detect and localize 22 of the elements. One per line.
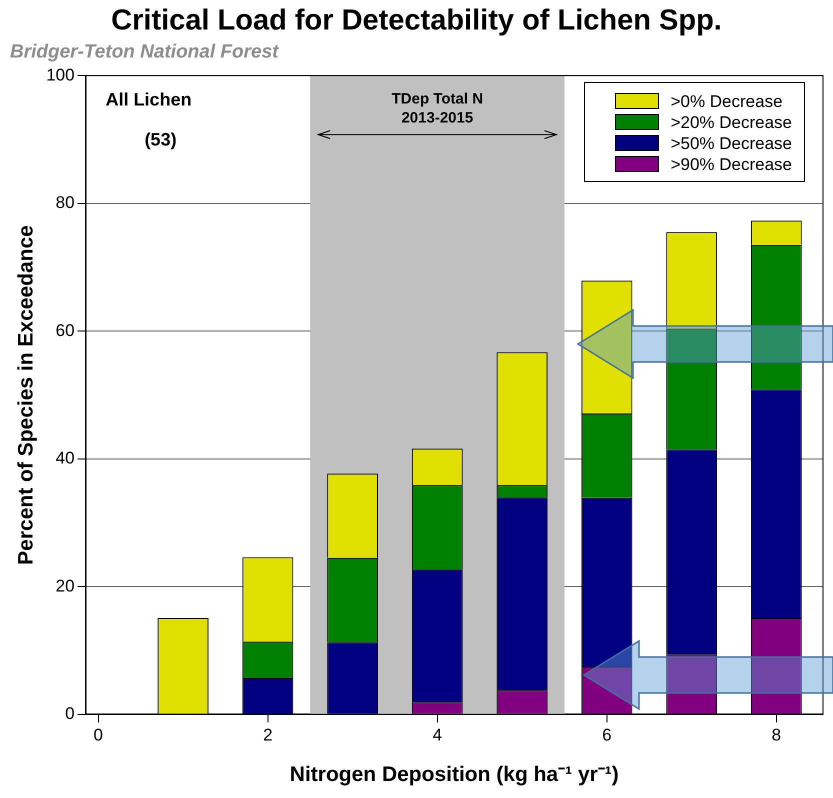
annotation: (53) [144, 130, 177, 150]
y-tick-label: 40 [56, 448, 75, 468]
y-tick-label: 20 [56, 576, 75, 596]
y-axis-title: Percent of Species in Exceedance [14, 225, 38, 565]
y-tick-label: 100 [46, 65, 75, 84]
y-tick-label: 60 [56, 320, 75, 340]
x-tick-label: 8 [772, 725, 782, 744]
legend-label: >20% Decrease [670, 112, 792, 133]
legend-label: >90% Decrease [670, 154, 792, 175]
x-tick-label: 4 [432, 725, 442, 744]
y-tick-label: 0 [65, 704, 75, 724]
x-tick-label: 0 [94, 725, 104, 744]
x-tick-label: 2 [263, 725, 273, 744]
x-tick-label: 6 [602, 725, 612, 744]
legend-label: >50% Decrease [670, 132, 792, 154]
legend-label: >0% Decrease [670, 90, 783, 112]
annotation: All Lichen [106, 90, 192, 110]
chart-title: Critical Load for Detectability of Lichen Spp. [111, 4, 722, 36]
chart-subtitle: Bridger-Teton National Forest [10, 41, 280, 62]
y-tick-label: 80 [56, 193, 75, 212]
band-label: TDep Total N 2013-2015 [392, 90, 484, 127]
x-axis-title: Nitrogen Deposition (kg ha⁻¹ yr⁻¹) [290, 763, 619, 786]
